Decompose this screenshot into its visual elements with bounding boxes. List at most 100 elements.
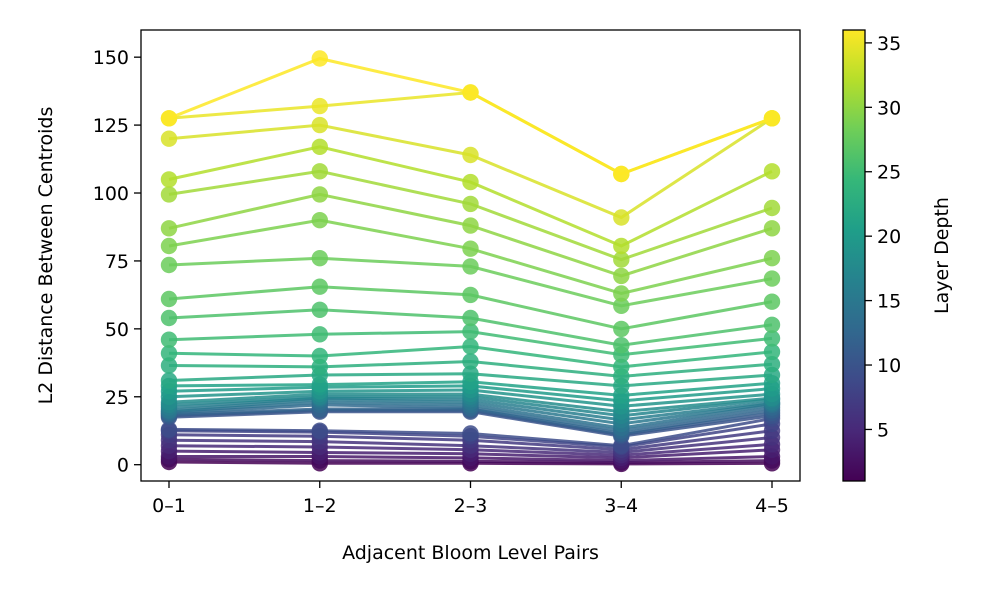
data-point: [613, 285, 630, 302]
data-point: [462, 146, 479, 164]
y-axis: 0 25 50 75 100 125 150: [93, 47, 141, 477]
data-point: [462, 425, 479, 442]
data-point: [160, 237, 178, 255]
data-point: [462, 173, 479, 191]
series-layer-36: [160, 50, 781, 183]
series-layer-25: [160, 323, 781, 363]
data-point: [613, 337, 630, 354]
data-point: [311, 347, 328, 365]
x-tick-label: 3–4: [604, 495, 638, 517]
colorbar-tick-label: 30: [877, 97, 901, 119]
data-point: [160, 220, 178, 237]
x-tick-label: 2–3: [454, 495, 488, 517]
data-point: [160, 421, 178, 438]
data-point: [160, 331, 178, 348]
x-tick-label: 4–5: [755, 495, 789, 517]
data-point: [311, 116, 328, 134]
y-tick-label: 50: [105, 319, 129, 341]
colorbar-tick-label: 20: [877, 226, 901, 248]
series-layer-30: [160, 186, 781, 285]
y-tick-label: 150: [93, 47, 129, 69]
data-point: [311, 250, 328, 267]
series-layer-32: [160, 138, 781, 255]
series-layer-26: [160, 301, 781, 354]
data-point: [462, 286, 479, 304]
data-point: [763, 330, 781, 347]
data-point: [311, 212, 328, 229]
colorbar-tick-label: 10: [877, 355, 901, 377]
data-point: [311, 278, 328, 295]
data-point: [462, 353, 479, 370]
colorbar-axis: 5 10 15 20 25 30 35: [865, 33, 901, 441]
data-point: [160, 309, 178, 327]
series-layer-34: [160, 110, 781, 226]
data-point: [160, 110, 178, 127]
data-point: [462, 309, 479, 327]
data-point: [462, 84, 479, 101]
data-point: [160, 372, 178, 389]
data-point: [613, 251, 630, 268]
colorbar-tick-label: 35: [877, 33, 901, 55]
y-tick-label: 100: [93, 183, 129, 205]
data-point: [160, 171, 178, 188]
data-point: [462, 195, 479, 213]
data-point: [311, 326, 328, 343]
colorbar: [842, 29, 866, 482]
data-point: [160, 290, 178, 308]
data-point: [311, 422, 328, 439]
data-point: [462, 338, 479, 355]
data-point: [763, 270, 781, 287]
x-axis: 0–1 1–2 2–3 3–4 4–5: [152, 481, 789, 517]
data-point: [462, 365, 479, 382]
y-tick-label: 25: [105, 387, 129, 409]
data-point: [613, 237, 630, 255]
data-point: [763, 220, 781, 237]
series-layer-28: [160, 250, 781, 314]
series-layer-24: [160, 338, 781, 376]
data-point: [613, 267, 630, 285]
colorbar-title: Layer Depth: [931, 197, 953, 314]
series-layer-31: [160, 163, 781, 268]
data-point: [462, 258, 479, 275]
series-layer-27: [160, 278, 781, 338]
x-tick-label: 1–2: [303, 495, 337, 517]
data-point: [311, 186, 328, 203]
y-tick-label: 125: [93, 115, 129, 137]
x-tick-label: 0–1: [152, 495, 186, 517]
data-point: [613, 320, 630, 338]
data-point: [160, 256, 178, 274]
data-point: [763, 293, 781, 310]
data-point: [613, 297, 630, 314]
data-point: [311, 301, 328, 318]
x-axis-title: Adjacent Bloom Level Pairs: [342, 542, 599, 564]
data-point: [763, 199, 781, 217]
data-point: [160, 186, 178, 203]
data-point: [160, 130, 178, 147]
data-point: [613, 358, 630, 376]
y-tick-label: 0: [117, 455, 129, 477]
data-point: [763, 356, 781, 373]
data-point: [160, 357, 178, 374]
colorbar-tick-label: 15: [877, 291, 901, 313]
data-point: [311, 138, 328, 155]
data-point: [311, 163, 328, 180]
data-point: [311, 50, 328, 67]
y-tick-label: 75: [105, 251, 129, 273]
series-group: [160, 50, 781, 473]
data-point: [462, 217, 479, 234]
data-point: [462, 240, 479, 257]
data-point: [763, 316, 781, 333]
series-layer-29: [160, 212, 781, 302]
data-point: [462, 323, 479, 340]
data-point: [613, 209, 630, 226]
data-point: [763, 343, 781, 361]
data-point: [311, 97, 328, 115]
y-axis-title: L2 Distance Between Centroids: [35, 107, 57, 405]
colorbar-tick-label: 5: [877, 419, 889, 441]
colorbar-tick-label: 25: [877, 162, 901, 184]
data-point: [763, 110, 781, 127]
data-point: [613, 165, 630, 183]
data-point: [160, 345, 178, 362]
